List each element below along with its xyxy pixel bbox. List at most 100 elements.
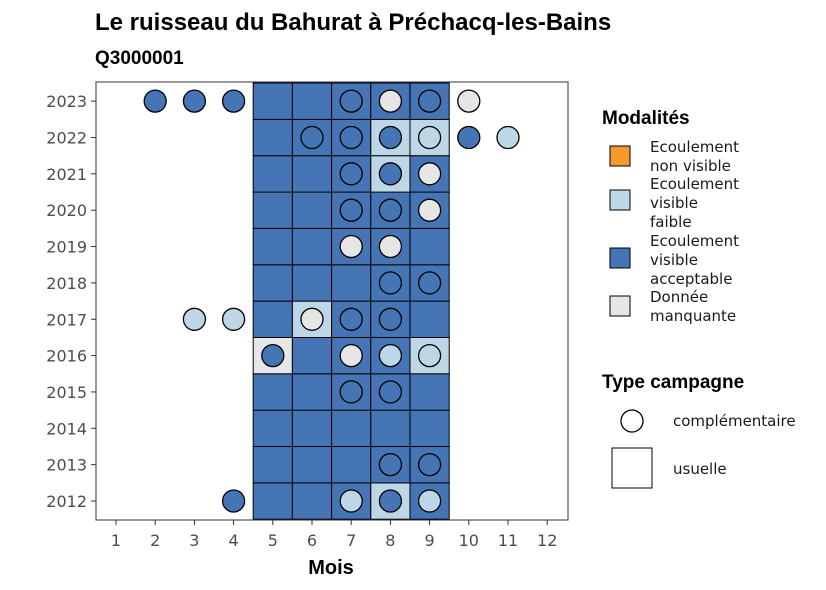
complementaire-point-2023-3 — [182, 89, 207, 113]
usuelle-cell-2013-6 — [291, 446, 333, 484]
usuelle-cell-2021-6 — [291, 155, 333, 193]
y-tick-label-2017: 2017 — [46, 310, 87, 329]
complementaire-point-2017-8 — [378, 307, 403, 331]
complementaire-point-2022-6 — [300, 125, 324, 150]
legend-key-acceptable — [609, 247, 631, 269]
x-axis-label: Mois — [308, 557, 354, 579]
usuelle-cell-2022-6 — [291, 118, 333, 157]
usuelle-cell-2013-7 — [331, 446, 372, 484]
legend-title-modalites: Modalités — [602, 108, 690, 129]
complementaire-point-2022-10 — [457, 125, 481, 150]
legend-label-usuelle: usuelle — [673, 460, 727, 478]
complementaire-point-2012-9 — [417, 489, 442, 513]
plot-border — [95, 81, 569, 521]
complementaire-point-2021-9 — [417, 162, 442, 186]
chart-subtitle: Q3000001 — [95, 48, 184, 69]
complementaire-point-2015-8 — [378, 380, 403, 404]
legend-label-complementaire: complémentaire — [673, 412, 796, 430]
complementaire-point-2013-8 — [378, 452, 403, 477]
usuelle-cell-2014-5 — [252, 409, 293, 448]
y-tick-label-2022: 2022 — [46, 129, 87, 148]
complementaire-point-2017-7 — [339, 307, 363, 331]
complementaire-point-2022-9 — [417, 125, 442, 150]
complementaire-point-2021-8 — [378, 162, 403, 186]
x-tick-label-12: 12 — [537, 531, 557, 550]
complementaire-point-2023-9 — [417, 89, 442, 113]
complementaire-point-2016-9 — [417, 343, 442, 368]
usuelle-cell-2016-6 — [291, 336, 333, 375]
x-tick-label-11: 11 — [498, 531, 518, 550]
usuelle-cell-2014-6 — [291, 409, 333, 448]
usuelle-cell-2015-6 — [291, 373, 333, 411]
x-tick-label-2: 2 — [150, 531, 160, 550]
usuelle-cell-2019-5 — [252, 227, 293, 266]
complementaire-point-2020-8 — [378, 198, 403, 222]
y-axis: 2012 2013 2014 2015 2016 2017 2018 2019 2020 2021… — [46, 92, 96, 511]
complementaire-point-2021-7 — [339, 162, 363, 186]
complementaire-point-2023-7 — [339, 89, 363, 113]
x-tick-label-7: 7 — [346, 531, 356, 550]
usuelle-cell-2023-7 — [331, 82, 372, 120]
usuelle-cell-2018-7 — [331, 264, 372, 302]
usuelle-cell-2013-5 — [252, 446, 293, 484]
complementaire-point-2017-6 — [300, 307, 324, 331]
usuelle-cell-2015-5 — [252, 373, 293, 411]
usuelle-cell-2012-5 — [252, 482, 293, 520]
chart-title: Le ruisseau du Bahurat à Préchacq-les-Ba… — [95, 9, 611, 36]
usuelle-cell-2020-6 — [291, 191, 333, 229]
complementaire-point-2023-4 — [221, 89, 246, 113]
y-tick-label-2013: 2013 — [46, 456, 87, 475]
complementaire-point-2020-7 — [339, 198, 363, 222]
usuelle-cell-2023-6 — [291, 82, 333, 120]
legend-label-non_visible: Ecoulement non visible — [650, 138, 739, 175]
x-tick-label-10: 10 — [459, 531, 479, 550]
complementaire-point-2012-4 — [221, 489, 246, 513]
complementaire-point-2022-11 — [496, 125, 520, 150]
complementaire-point-2022-7 — [339, 125, 363, 150]
complementaire-point-2016-8 — [378, 343, 403, 368]
x-tick-label-9: 9 — [425, 531, 435, 550]
usuelle-cell-2012-6 — [291, 482, 333, 520]
complementaire-point-2019-8 — [378, 234, 403, 259]
complementaire-point-2019-7 — [339, 234, 363, 259]
x-tick-label-6: 6 — [307, 531, 317, 550]
complementaire-point-2012-7 — [339, 489, 363, 513]
usuelle-cells — [252, 82, 450, 520]
legend-key-complementaire — [620, 409, 644, 433]
usuelle-cell-2014-9 — [409, 409, 450, 448]
x-tick-label-3: 3 — [189, 531, 199, 550]
legend-label-acceptable: Ecoulement visible acceptable — [650, 232, 739, 288]
usuelle-cell-2014-7 — [331, 409, 372, 448]
legend-label-faible: Ecoulement visible faible — [650, 175, 739, 231]
complementaire-point-2018-9 — [417, 271, 442, 295]
y-tick-label-2021: 2021 — [46, 165, 87, 184]
usuelle-cell-2018-5 — [252, 264, 293, 302]
y-tick-label-2016: 2016 — [46, 347, 87, 366]
x-tick-label-8: 8 — [385, 531, 395, 550]
legend-label-manquante: Donnée manquante — [650, 288, 736, 325]
complementaire-point-2023-2 — [143, 89, 167, 113]
usuelle-cell-2020-5 — [252, 191, 293, 229]
y-tick-label-2019: 2019 — [46, 238, 87, 257]
y-tick-label-2020: 2020 — [46, 201, 87, 220]
complementaire-point-2012-8 — [378, 489, 403, 513]
complementaire-point-2016-7 — [339, 343, 363, 368]
usuelle-cell-2022-5 — [252, 118, 293, 157]
y-tick-label-2018: 2018 — [46, 274, 87, 293]
x-tick-label-5: 5 — [268, 531, 278, 550]
complementaire-point-2020-9 — [417, 198, 442, 222]
complementaire-point-2013-9 — [417, 452, 442, 477]
legend-key-non_visible — [609, 145, 631, 167]
legend-key-faible — [609, 189, 631, 211]
usuelle-cell-2023-5 — [252, 82, 293, 120]
complementaire-point-2017-4 — [221, 307, 246, 331]
usuelle-cell-2015-9 — [409, 373, 450, 411]
legend-key-usuelle — [611, 447, 653, 489]
legend-key-manquante — [609, 295, 631, 317]
complementaire-point-2023-10 — [457, 89, 481, 113]
usuelle-cell-2017-5 — [252, 300, 293, 339]
x-tick-label-4: 4 — [229, 531, 239, 550]
complementaire-points — [143, 89, 520, 513]
